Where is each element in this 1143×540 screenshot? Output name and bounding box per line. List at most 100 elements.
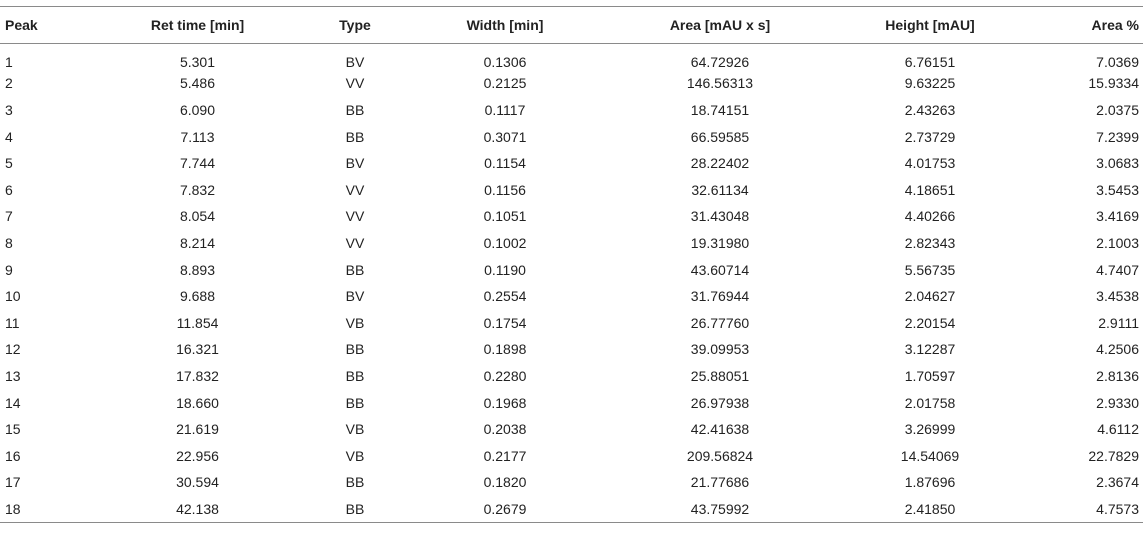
cell-type: BB	[345, 394, 365, 411]
cell-area-percent: 2.9330	[1096, 394, 1139, 411]
cell-ret-time: 21.619	[176, 421, 219, 438]
cell-peak: 10	[5, 288, 21, 305]
cell-area: 39.09953	[690, 341, 750, 358]
cell-peak: 7	[5, 208, 13, 225]
cell-type: VV	[345, 234, 365, 251]
cell-area-percent: 22.7829	[1088, 447, 1139, 464]
cell-area: 28.22402	[690, 155, 750, 172]
table-row: 16 22.956 VB 0.2177 209.56824 14.54069 22.7829	[0, 442, 1143, 469]
cell-ret-time: 5.301	[179, 54, 216, 71]
table-body: 1 5.301 BV 0.1306 64.72926 6.76151 7.0369 2 5.48…	[0, 44, 1143, 523]
cell-width: 0.2125	[483, 75, 527, 92]
cell-height: 4.40266	[904, 208, 956, 225]
cell-area-percent: 7.0369	[1096, 54, 1139, 71]
cell-width: 0.1820	[483, 474, 527, 491]
cell-area-percent: 15.9334	[1088, 75, 1139, 92]
cell-width: 0.1002	[483, 234, 527, 251]
cell-type: BB	[345, 341, 365, 358]
cell-type: VB	[345, 447, 365, 464]
cell-width: 0.1754	[483, 314, 527, 331]
cell-ret-time: 30.594	[176, 474, 219, 491]
cell-area-percent: 7.2399	[1096, 128, 1139, 145]
table-row: 3 6.090 BB 0.1117 18.74151 2.43263 2.0375	[0, 97, 1143, 124]
cell-type: VV	[345, 181, 365, 198]
table-row: 11 11.854 VB 0.1754 26.77760 2.20154 2.9111	[0, 309, 1143, 336]
cell-width: 0.2280	[483, 367, 527, 384]
cell-peak: 2	[5, 75, 13, 92]
cell-area-percent: 4.7573	[1096, 500, 1139, 517]
cell-area-percent: 2.0375	[1096, 101, 1139, 118]
cell-area-percent: 3.4538	[1096, 288, 1139, 305]
cell-area-percent: 3.5453	[1096, 181, 1139, 198]
header-area-percent: Area %	[1091, 17, 1139, 33]
cell-height: 4.01753	[904, 155, 956, 172]
cell-height: 3.26999	[904, 421, 956, 438]
cell-peak: 12	[5, 341, 21, 358]
cell-type: VV	[345, 208, 365, 225]
cell-ret-time: 7.832	[179, 181, 216, 198]
cell-ret-time: 22.956	[176, 447, 219, 464]
header-ret-time: Ret time [min]	[150, 17, 245, 33]
cell-height: 6.76151	[904, 54, 956, 71]
cell-type: BV	[345, 155, 365, 172]
cell-ret-time: 8.214	[179, 234, 216, 251]
cell-area: 25.88051	[690, 367, 750, 384]
table-row: 2 5.486 VV 0.2125 146.56313 9.63225 15.9334	[0, 70, 1143, 97]
cell-peak: 18	[5, 500, 21, 517]
cell-ret-time: 5.486	[179, 75, 216, 92]
cell-area: 21.77686	[690, 474, 750, 491]
cell-area-percent: 2.1003	[1096, 234, 1139, 251]
cell-ret-time: 17.832	[176, 367, 219, 384]
cell-peak: 16	[5, 447, 21, 464]
table-row: 8 8.214 VV 0.1002 19.31980 2.82343 2.1003	[0, 230, 1143, 257]
header-width: Width [min]	[466, 17, 544, 33]
cell-height: 14.54069	[900, 447, 960, 464]
cell-peak: 17	[5, 474, 21, 491]
cell-type: BB	[345, 101, 365, 118]
cell-peak: 15	[5, 421, 21, 438]
cell-width: 0.1117	[484, 101, 526, 118]
cell-area: 26.97938	[690, 394, 750, 411]
cell-height: 2.01758	[904, 394, 956, 411]
cell-area: 146.56313	[686, 75, 754, 92]
cell-area: 209.56824	[686, 447, 754, 464]
header-peak: Peak	[5, 17, 38, 33]
table-row: 1 5.301 BV 0.1306 64.72926 6.76151 7.0369	[0, 44, 1143, 71]
cell-area: 43.60714	[690, 261, 750, 278]
cell-width: 0.1190	[484, 261, 526, 278]
cell-ret-time: 8.893	[179, 261, 216, 278]
table-row: 17 30.594 BB 0.1820 21.77686 1.87696 2.3674	[0, 469, 1143, 496]
cell-height: 2.20154	[904, 314, 956, 331]
cell-area: 32.61134	[691, 181, 749, 198]
cell-width: 0.3071	[483, 128, 527, 145]
table-row: 10 9.688 BV 0.2554 31.76944 2.04627 3.4538	[0, 283, 1143, 310]
cell-ret-time: 9.688	[179, 288, 216, 305]
table-row: 18 42.138 BB 0.2679 43.75992 2.41850 4.7573	[0, 496, 1143, 523]
cell-peak: 5	[5, 155, 13, 172]
cell-width: 0.1156	[484, 181, 526, 198]
table-row: 14 18.660 BB 0.1968 26.97938 2.01758 2.9330	[0, 389, 1143, 416]
table-row: 13 17.832 BB 0.2280 25.88051 1.70597 2.8136	[0, 363, 1143, 390]
cell-height: 2.41850	[904, 500, 956, 517]
header-area: Area [mAU x s]	[669, 17, 771, 33]
cell-area-percent: 2.9111	[1098, 314, 1139, 331]
cell-width: 0.2679	[483, 500, 527, 517]
table-row: 5 7.744 BV 0.1154 28.22402 4.01753 3.0683	[0, 150, 1143, 177]
cell-height: 4.18651	[904, 181, 956, 198]
cell-peak: 9	[5, 261, 13, 278]
table-row: 9 8.893 BB 0.1190 43.60714 5.56735 4.7407	[0, 256, 1143, 283]
cell-ret-time: 18.660	[176, 394, 219, 411]
cell-peak: 14	[5, 394, 21, 411]
cell-area: 31.76944	[690, 288, 750, 305]
cell-type: BV	[345, 54, 365, 71]
cell-height: 3.12287	[904, 341, 956, 358]
cell-height: 1.87696	[904, 474, 956, 491]
cell-type: BB	[345, 500, 365, 517]
cell-type: VB	[345, 421, 365, 438]
cell-height: 1.70597	[904, 367, 956, 384]
cell-type: VV	[345, 75, 365, 92]
cell-area-percent: 3.4169	[1096, 208, 1139, 225]
table-row: 4 7.113 BB 0.3071 66.59585 2.73729 7.2399	[0, 123, 1143, 150]
cell-area-percent: 2.3674	[1096, 474, 1139, 491]
cell-width: 0.1051	[483, 208, 527, 225]
